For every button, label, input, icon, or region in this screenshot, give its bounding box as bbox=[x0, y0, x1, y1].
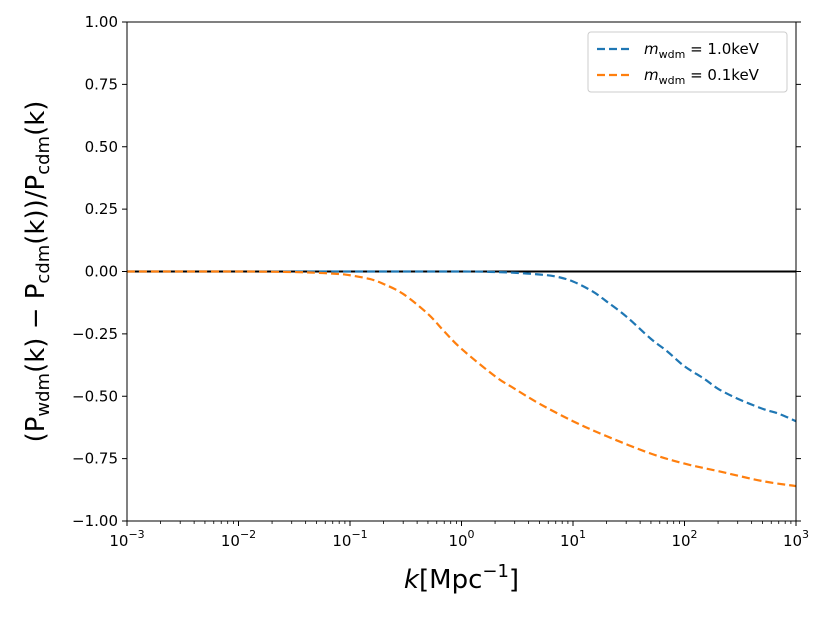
y-tick-label: −1.00 bbox=[72, 512, 118, 530]
y-tick-label: −0.25 bbox=[72, 325, 118, 343]
x-tick-label: 103 bbox=[783, 528, 809, 550]
x-tick-label: 10−1 bbox=[332, 528, 367, 550]
x-tick-label: 102 bbox=[671, 528, 697, 550]
x-tick-label: 10−3 bbox=[109, 528, 144, 550]
series-line-2 bbox=[126, 270, 797, 488]
x-tick-label: 10−2 bbox=[221, 528, 256, 550]
y-tick-label: 0.00 bbox=[85, 263, 118, 281]
y-ticks: 1.00 0.75 0.50 0.25 0.00 −0.25 −0.50 −0.75 −1.00 bbox=[72, 13, 801, 530]
series-line-1 bbox=[126, 270, 797, 423]
x-tick-label: 100 bbox=[448, 528, 474, 550]
series-group bbox=[126, 270, 797, 488]
y-tick-label: −0.75 bbox=[72, 450, 118, 468]
legend-box bbox=[587, 31, 788, 93]
legend-label-1: mwdm = 1.0keV bbox=[644, 40, 760, 61]
y-tick-label: 0.25 bbox=[85, 200, 118, 218]
y-tick-label: 0.50 bbox=[85, 138, 118, 156]
legend-label-2: mwdm = 0.1keV bbox=[644, 66, 760, 87]
y-tick-label: 0.75 bbox=[85, 75, 118, 93]
x-ticks: 10−3 10−2 10−1 100 101 102 103 bbox=[109, 521, 809, 550]
y-axis-label: (Pwdm(k) − Pcdm(k))/Pcdm(k) bbox=[21, 101, 54, 443]
y-tick-label: 1.00 bbox=[85, 13, 118, 31]
y-tick-label: −0.50 bbox=[72, 387, 118, 405]
legend: mwdm = 1.0keV mwdm = 0.1keV bbox=[587, 31, 788, 93]
x-axis-label: k[Mpc−1] bbox=[404, 561, 519, 595]
x-tick-label: 101 bbox=[560, 528, 586, 550]
